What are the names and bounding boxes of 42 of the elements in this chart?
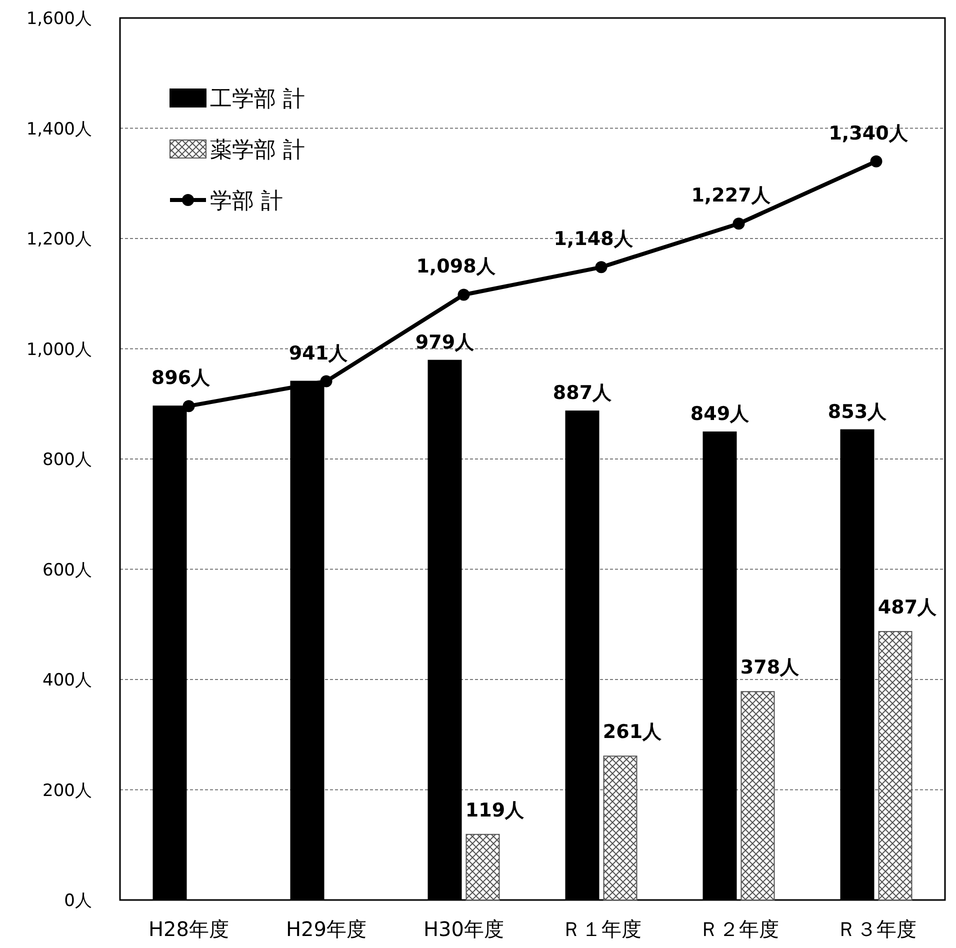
point — [182, 400, 195, 412]
x-tick-label: H30年度 — [424, 917, 504, 941]
data-label: 119人 — [465, 799, 526, 822]
point — [595, 261, 608, 274]
bar — [740, 691, 775, 900]
data-label: 261人 — [602, 721, 663, 744]
data-label: 378人 — [740, 656, 800, 679]
data-label: 896人 — [151, 367, 212, 390]
x-tick-label: H29年度 — [286, 917, 366, 941]
point — [320, 375, 332, 388]
data-label: 979人 — [415, 331, 476, 354]
x-tick-label: Ｒ２年度 — [698, 917, 779, 941]
data-label: 1,148人 — [554, 228, 634, 250]
legend-label: 学部 計 — [210, 189, 283, 214]
bar — [603, 756, 638, 900]
y-tick-label: 200人 — [42, 780, 92, 801]
x-tick-label: H28年度 — [148, 917, 229, 941]
point — [870, 155, 882, 168]
data-label: 941人 — [288, 342, 349, 364]
point — [458, 288, 470, 301]
y-tick-label: 1,400人 — [26, 119, 92, 140]
y-tick-label: 1,600人 — [26, 9, 92, 29]
y-tick-label: 800人 — [42, 450, 92, 470]
x-tick-label: Ｒ３年度 — [836, 917, 916, 941]
data-label: 487人 — [878, 596, 938, 619]
y-tick-label: 600人 — [42, 560, 92, 580]
y-tick-label: 0人 — [64, 891, 92, 911]
data-label: 853人 — [828, 400, 888, 423]
data-label: 1,227人 — [691, 184, 772, 207]
y-tick-label: 400人 — [42, 670, 92, 690]
data-label: 1,340人 — [828, 122, 909, 144]
x-tick-label: Ｒ１年度 — [561, 917, 642, 941]
bar — [878, 631, 912, 900]
data-label: 849人 — [690, 402, 750, 425]
point — [732, 218, 745, 230]
data-label: 1,098人 — [416, 256, 496, 278]
legend-label: 薬学部 計 — [210, 138, 305, 163]
y-tick-label: 1,200人 — [26, 230, 92, 250]
y-tick-label: 1,000人 — [26, 340, 92, 360]
data-label: 887人 — [552, 382, 613, 404]
bar — [466, 834, 500, 900]
legend-label: 工学部 計 — [210, 87, 305, 112]
